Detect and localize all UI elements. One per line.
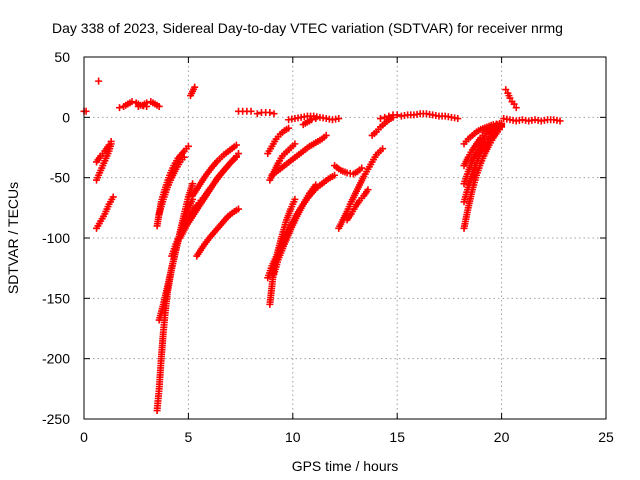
series-s05 <box>93 193 117 232</box>
series-s15 <box>189 141 240 200</box>
series-s19 <box>253 109 278 118</box>
data-points <box>80 77 564 415</box>
series-s01 <box>80 107 90 115</box>
data-point <box>134 102 142 110</box>
data-point <box>385 112 393 120</box>
data-point <box>247 107 255 115</box>
series-s33 <box>397 110 462 123</box>
x-tick-label: 10 <box>285 429 301 445</box>
series-s23 <box>264 171 339 282</box>
data-point <box>312 115 320 123</box>
series-s40 <box>500 115 564 125</box>
data-point <box>180 153 188 161</box>
data-point <box>184 142 192 150</box>
data-point <box>253 110 261 118</box>
series-s27 <box>299 115 320 129</box>
series-s02 <box>95 77 103 85</box>
data-point <box>266 109 274 117</box>
data-point <box>510 100 518 108</box>
data-point <box>512 104 520 112</box>
y-tick-label: 0 <box>62 109 70 125</box>
series-s29 <box>335 145 387 232</box>
y-tick-label: -150 <box>42 290 70 306</box>
data-point <box>285 124 293 132</box>
y-tick-label: -50 <box>50 170 70 186</box>
y-tick-labels: 50 0 -50 -100 -150 -200 -250 <box>42 49 70 427</box>
data-point <box>556 117 564 125</box>
y-tick-label: -200 <box>42 351 70 367</box>
series-s39 <box>502 86 520 112</box>
series-s04 <box>93 137 115 166</box>
x-tick-label: 5 <box>185 429 193 445</box>
grid-lines <box>84 57 606 419</box>
series-s30 <box>343 186 372 224</box>
data-point <box>381 113 389 121</box>
y-tick-label: -100 <box>42 230 70 246</box>
series-s38 <box>460 119 504 148</box>
x-tick-label: 15 <box>389 429 405 445</box>
data-point <box>496 119 504 127</box>
data-point <box>235 150 243 158</box>
data-point <box>376 115 384 123</box>
data-point <box>128 98 136 106</box>
data-point <box>308 116 316 124</box>
data-point <box>364 186 372 194</box>
data-point <box>235 205 243 213</box>
data-point <box>189 180 197 188</box>
chart-title: Day 338 of 2023, Sidereal Day-to-day VTE… <box>52 20 563 36</box>
x-tick-label: 25 <box>598 429 614 445</box>
plot-frame <box>83 56 607 420</box>
series-s13 <box>186 83 199 100</box>
data-point <box>109 193 117 201</box>
x-tick-labels: 0 5 10 15 20 25 <box>80 429 614 445</box>
data-point <box>393 111 401 119</box>
y-tick-label: -250 <box>42 411 70 427</box>
data-point <box>107 137 115 145</box>
data-point <box>155 102 163 110</box>
data-point <box>115 104 123 112</box>
data-point <box>270 110 278 118</box>
series-s09 <box>155 153 188 218</box>
data-point <box>291 140 299 148</box>
series-s25 <box>268 131 330 179</box>
data-point <box>291 195 299 203</box>
series-s16 <box>193 150 243 212</box>
data-point <box>143 99 151 107</box>
data-point <box>358 164 366 172</box>
data-point <box>379 145 387 153</box>
data-point <box>191 83 199 91</box>
data-point <box>232 141 240 149</box>
data-point <box>322 131 330 139</box>
series-s35 <box>460 122 506 206</box>
x-tick-label: 20 <box>494 429 510 445</box>
y-axis-label: SDTVAR / TECUs <box>5 182 21 294</box>
data-point <box>454 115 462 123</box>
series-s07 <box>134 98 163 110</box>
data-point <box>506 94 514 102</box>
series-s18 <box>235 107 255 115</box>
data-point <box>335 115 343 123</box>
x-axis-label: GPS time / hours <box>292 458 399 474</box>
y-tick-label: 50 <box>54 49 70 65</box>
series-s28 <box>331 162 366 178</box>
series-s24 <box>264 124 293 158</box>
data-point <box>105 141 113 149</box>
series-s17 <box>193 205 243 260</box>
x-tick-label: 0 <box>80 429 88 445</box>
data-point <box>331 171 339 179</box>
data-point <box>95 77 103 85</box>
data-point <box>502 86 510 94</box>
series-s32 <box>376 111 401 123</box>
